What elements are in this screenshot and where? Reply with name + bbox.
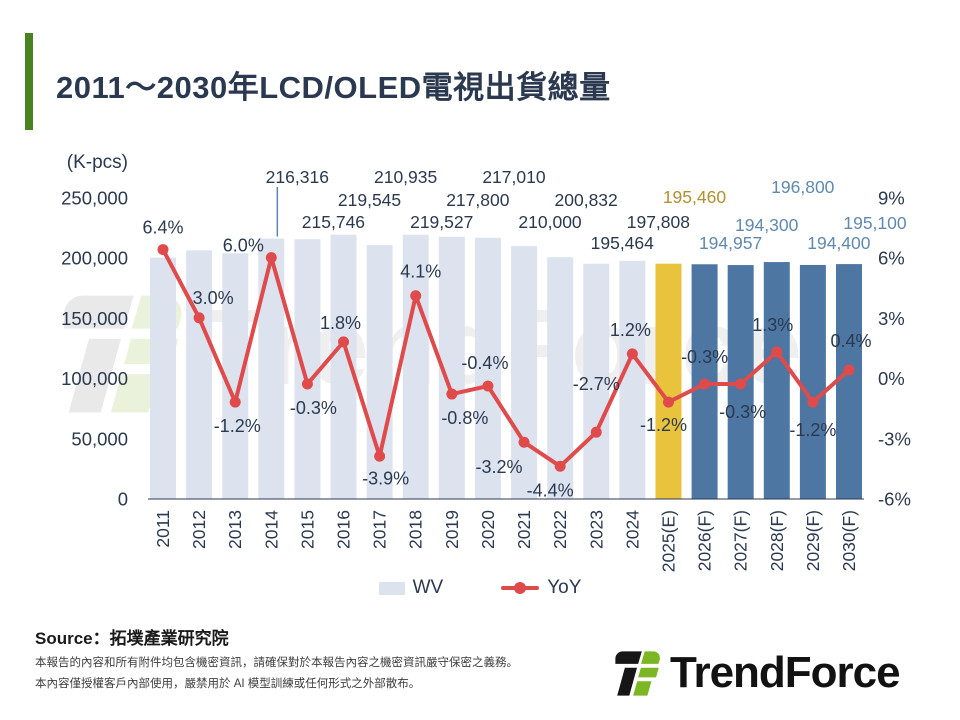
trendforce-logo-icon: [615, 650, 660, 696]
svg-text:-3%: -3%: [878, 428, 911, 449]
svg-text:4.1%: 4.1%: [400, 262, 441, 282]
svg-text:200,832: 200,832: [555, 190, 618, 210]
svg-text:2014: 2014: [261, 510, 281, 549]
svg-text:0%: 0%: [878, 368, 905, 389]
svg-text:-4.4%: -4.4%: [527, 480, 574, 500]
svg-text:219,545: 219,545: [338, 190, 401, 210]
source-label: Source：拓墣產業研究院: [35, 629, 229, 648]
svg-text:50,000: 50,000: [71, 428, 128, 449]
svg-text:6.4%: 6.4%: [142, 218, 183, 238]
svg-text:-0.3%: -0.3%: [719, 402, 766, 422]
disclaimer: 本報告的內容和所有附件均包含機密資訊，請確保對於本報告內容之機密資訊嚴守保密之義…: [35, 653, 518, 694]
shipment-combo-chart: 250,000 200,000 150,000 100,000 50,000 0 9% 6% 3…: [61, 167, 911, 572]
legend-wv-label: WV: [412, 577, 444, 598]
svg-text:-0.4%: -0.4%: [461, 353, 508, 373]
trendforce-logo: TrendForce: [612, 648, 901, 698]
svg-text:9%: 9%: [878, 188, 905, 209]
svg-text:100,000: 100,000: [61, 368, 128, 389]
svg-text:6.0%: 6.0%: [223, 236, 264, 256]
svg-text:215,746: 215,746: [302, 212, 365, 232]
svg-text:-0.3%: -0.3%: [290, 398, 337, 418]
svg-text:1.2%: 1.2%: [610, 320, 651, 340]
svg-text:2017: 2017: [370, 510, 390, 549]
yoy-line-swatch-icon: [501, 581, 540, 595]
svg-text:2030(F): 2030(F): [839, 510, 859, 571]
svg-text:2018: 2018: [406, 510, 426, 549]
svg-text:6%: 6%: [878, 248, 905, 269]
chart-legend: WV YoY: [0, 577, 960, 599]
svg-text:2016: 2016: [334, 510, 354, 549]
svg-text:217,010: 217,010: [482, 167, 546, 187]
svg-text:194,400: 194,400: [807, 233, 871, 253]
svg-text:210,000: 210,000: [518, 212, 582, 232]
svg-text:197,808: 197,808: [627, 212, 690, 232]
svg-text:-3.2%: -3.2%: [476, 457, 523, 477]
svg-text:3.0%: 3.0%: [193, 288, 234, 308]
svg-text:2021: 2021: [514, 510, 534, 549]
svg-text:196,800: 196,800: [771, 177, 835, 197]
svg-text:-6%: -6%: [878, 489, 911, 510]
svg-text:250,000: 250,000: [61, 188, 128, 209]
y-axis-unit-label: (K-pcs): [66, 152, 128, 173]
svg-text:2028(F): 2028(F): [767, 510, 787, 571]
svg-text:0.4%: 0.4%: [830, 331, 871, 351]
svg-text:200,000: 200,000: [61, 248, 128, 269]
svg-text:-3.9%: -3.9%: [362, 468, 409, 488]
svg-text:195,100: 195,100: [843, 213, 907, 233]
svg-text:217,800: 217,800: [446, 190, 510, 210]
svg-text:194,300: 194,300: [735, 215, 799, 235]
svg-text:3%: 3%: [878, 308, 905, 329]
disclaimer-line-1: 本報告的內容和所有附件均包含機密資訊，請確保對於本報告內容之機密資訊嚴守保密之義…: [35, 657, 518, 669]
svg-text:2019: 2019: [442, 510, 462, 549]
svg-text:219,527: 219,527: [410, 212, 473, 232]
svg-text:-1.2%: -1.2%: [640, 415, 687, 435]
svg-text:-2.7%: -2.7%: [573, 374, 620, 394]
svg-text:195,460: 195,460: [663, 187, 727, 207]
svg-text:2012: 2012: [189, 510, 209, 549]
legend-yoy-label: YoY: [547, 577, 582, 598]
svg-text:-1.2%: -1.2%: [789, 420, 836, 440]
svg-text:210,935: 210,935: [374, 167, 437, 187]
svg-text:0: 0: [118, 489, 128, 510]
svg-text:150,000: 150,000: [61, 308, 128, 329]
svg-text:-0.3%: -0.3%: [681, 347, 728, 367]
svg-text:216,316: 216,316: [266, 167, 329, 187]
svg-text:2013: 2013: [225, 510, 245, 549]
svg-text:-1.2%: -1.2%: [214, 416, 261, 436]
svg-text:2011: 2011: [153, 510, 173, 548]
legend-item-yoy: YoY: [501, 577, 581, 599]
disclaimer-line-2: 本內容僅授權客戶內部使用，嚴禁用於 AI 模型訓練或任何形式之外部散布。: [35, 677, 421, 690]
svg-text:2020: 2020: [478, 510, 498, 549]
svg-text:194,957: 194,957: [699, 233, 762, 253]
svg-text:2029(F): 2029(F): [803, 510, 823, 571]
wv-bar-swatch-icon: [378, 581, 405, 595]
page-title: 2011～2030年LCD/OLED電視出貨總量: [56, 70, 611, 105]
svg-text:2027(F): 2027(F): [731, 510, 751, 571]
legend-item-wv: WV: [378, 577, 444, 599]
svg-text:2022: 2022: [550, 510, 570, 549]
svg-text:1.3%: 1.3%: [752, 315, 793, 335]
svg-text:2024: 2024: [622, 510, 642, 549]
trendforce-logo-text: TrendForce: [670, 648, 901, 697]
svg-text:2015: 2015: [297, 510, 317, 549]
svg-text:-0.8%: -0.8%: [441, 408, 488, 428]
title-accent-bar: [25, 33, 33, 130]
svg-text:2025(E): 2025(E): [658, 510, 678, 572]
svg-text:2023: 2023: [586, 510, 606, 549]
svg-text:195,464: 195,464: [591, 233, 655, 253]
svg-text:2026(F): 2026(F): [695, 510, 715, 571]
svg-text:1.8%: 1.8%: [320, 313, 361, 333]
